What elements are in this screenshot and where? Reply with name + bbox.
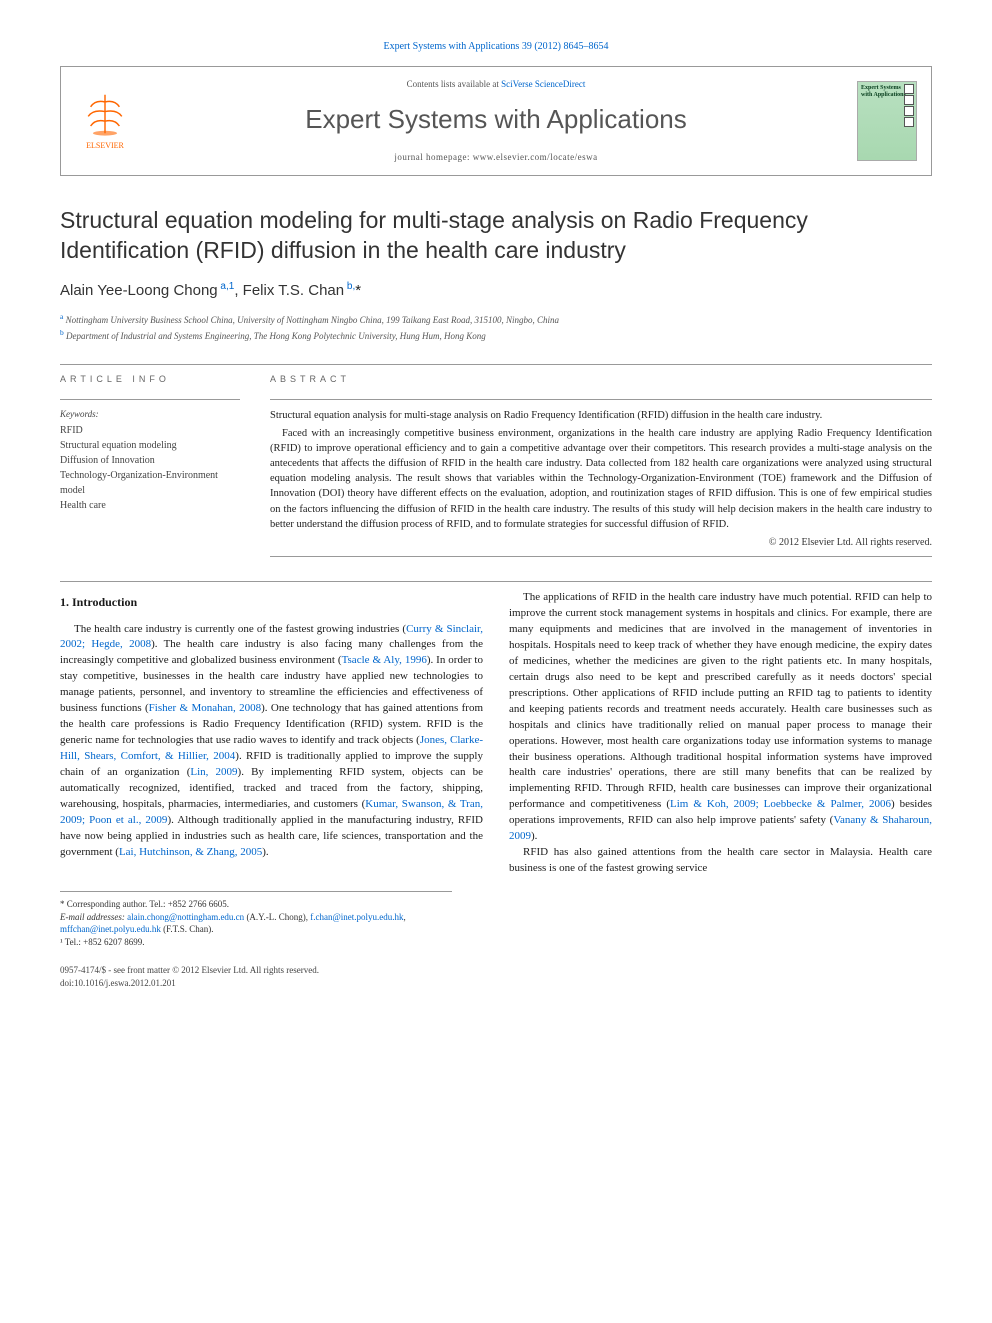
citation[interactable]: Lai, Hutchinson, & Zhang, 2005 bbox=[119, 846, 262, 858]
keyword: RFID bbox=[60, 423, 240, 438]
front-matter-line: 0957-4174/$ - see front matter © 2012 El… bbox=[60, 964, 932, 977]
aff-sup-b: b bbox=[60, 328, 64, 337]
cover-icon bbox=[904, 84, 914, 94]
intro-p2: The applications of RFID in the health c… bbox=[509, 590, 932, 845]
journal-cover-thumbnail: Expert Systems with Applications bbox=[857, 81, 917, 161]
journal-header: ELSEVIER Contents lists available at Sci… bbox=[60, 66, 932, 176]
cover-icons bbox=[904, 84, 914, 127]
info-rule bbox=[60, 399, 240, 400]
abstract-rule bbox=[270, 399, 932, 400]
publisher-logo: ELSEVIER bbox=[75, 86, 135, 156]
t: ). bbox=[262, 846, 268, 858]
keyword: Technology-Organization-Environment mode… bbox=[60, 468, 240, 498]
corresponding-star: * bbox=[355, 282, 361, 299]
keyword: Diffusion of Innovation bbox=[60, 453, 240, 468]
email-link-2[interactable]: f.chan@inet.polyu.edu.hk bbox=[310, 912, 403, 922]
journal-homepage: journal homepage: www.elsevier.com/locat… bbox=[135, 151, 857, 164]
t: The health care industry is currently on… bbox=[74, 623, 406, 635]
abstract-rule-bottom bbox=[270, 556, 932, 557]
cover-icon bbox=[904, 117, 914, 127]
doi-line: doi:10.1016/j.eswa.2012.01.201 bbox=[60, 977, 932, 990]
keywords-list: RFID Structural equation modeling Diffus… bbox=[60, 423, 240, 513]
aff-text-b: Department of Industrial and Systems Eng… bbox=[66, 331, 486, 341]
footnotes: * Corresponding author. Tel.: +852 2766 … bbox=[60, 891, 452, 948]
abstract-copyright: © 2012 Elsevier Ltd. All rights reserved… bbox=[270, 536, 932, 550]
t: , bbox=[404, 912, 406, 922]
aff-text-a: Nottingham University Business School Ch… bbox=[66, 315, 559, 325]
cover-icon bbox=[904, 106, 914, 116]
intro-p1: The health care industry is currently on… bbox=[60, 622, 483, 861]
authors: Alain Yee-Loong Chong a,1, Felix T.S. Ch… bbox=[60, 280, 932, 301]
sciencedirect-link[interactable]: SciVerse ScienceDirect bbox=[501, 79, 585, 89]
aff-sup-a: a bbox=[60, 312, 63, 321]
t: (F.T.S. Chan). bbox=[161, 924, 214, 934]
email-label: E-mail addresses: bbox=[60, 912, 127, 922]
author-sep: , bbox=[234, 282, 242, 299]
affiliation-b: b Department of Industrial and Systems E… bbox=[60, 327, 932, 344]
article-info-label: ARTICLE INFO bbox=[60, 373, 240, 386]
journal-name: Expert Systems with Applications bbox=[135, 101, 857, 137]
intro-heading: 1. Introduction bbox=[60, 594, 483, 611]
abstract-p1: Structural equation analysis for multi-s… bbox=[270, 408, 932, 423]
rule-body bbox=[60, 581, 932, 582]
rule-top bbox=[60, 364, 932, 365]
keyword: Health care bbox=[60, 498, 240, 513]
t: The applications of RFID in the health c… bbox=[509, 591, 932, 810]
author-1: Alain Yee-Loong Chong bbox=[60, 282, 218, 299]
citation[interactable]: Lin, 2009 bbox=[190, 766, 237, 778]
citation[interactable]: Tsacle & Aly, 1996 bbox=[342, 654, 427, 666]
email-link-1[interactable]: alain.chong@nottingham.edu.cn bbox=[127, 912, 244, 922]
email-link-3[interactable]: mffchan@inet.polyu.edu.hk bbox=[60, 924, 161, 934]
elsevier-tree-icon bbox=[81, 90, 129, 138]
author-1-sup: a,1 bbox=[218, 281, 235, 292]
abstract-label: ABSTRACT bbox=[270, 373, 932, 386]
journal-reference: Expert Systems with Applications 39 (201… bbox=[60, 40, 932, 54]
affiliations: a Nottingham University Business School … bbox=[60, 311, 932, 344]
author-2: Felix T.S. Chan bbox=[243, 282, 344, 299]
abstract-p2: Faced with an increasingly competitive b… bbox=[270, 426, 932, 533]
abstract-text: Structural equation analysis for multi-s… bbox=[270, 408, 932, 532]
author-2-sup: b, bbox=[344, 281, 355, 292]
keyword: Structural equation modeling bbox=[60, 438, 240, 453]
affiliation-a: a Nottingham University Business School … bbox=[60, 311, 932, 328]
contents-text: Contents lists available at bbox=[407, 79, 501, 89]
corresponding-author-note: * Corresponding author. Tel.: +852 2766 … bbox=[60, 898, 452, 911]
keywords-label: Keywords: bbox=[60, 408, 240, 421]
contents-line: Contents lists available at SciVerse Sci… bbox=[135, 78, 857, 91]
author-tel-note: ¹ Tel.: +852 6207 8699. bbox=[60, 936, 452, 949]
t: (A.Y.-L. Chong), bbox=[244, 912, 310, 922]
cover-icon bbox=[904, 95, 914, 105]
article-title: Structural equation modeling for multi-s… bbox=[60, 206, 932, 266]
publisher-name: ELSEVIER bbox=[86, 140, 124, 151]
article-info-column: ARTICLE INFO Keywords: RFID Structural e… bbox=[60, 373, 240, 557]
citation[interactable]: Lim & Koh, 2009; Loebbecke & Palmer, 200… bbox=[670, 798, 891, 810]
body-text: 1. Introduction The health care industry… bbox=[60, 590, 932, 877]
email-line: E-mail addresses: alain.chong@nottingham… bbox=[60, 911, 452, 936]
abstract-column: ABSTRACT Structural equation analysis fo… bbox=[270, 373, 932, 557]
citation[interactable]: Fisher & Monahan, 2008 bbox=[149, 702, 261, 714]
t: ). bbox=[531, 830, 537, 842]
intro-p3: RFID has also gained attentions from the… bbox=[509, 845, 932, 877]
footer-info: 0957-4174/$ - see front matter © 2012 El… bbox=[60, 964, 932, 989]
